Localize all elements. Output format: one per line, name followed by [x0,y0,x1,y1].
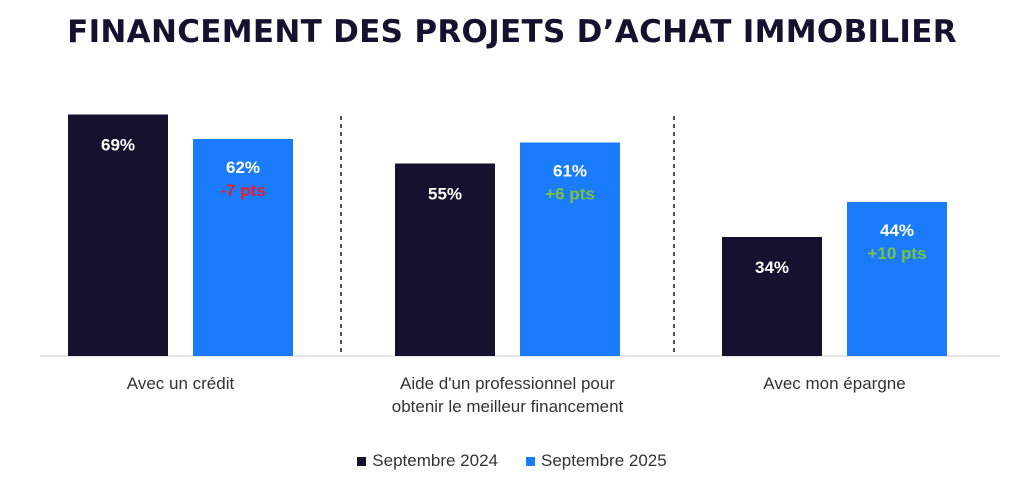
legend-label-2025: Septembre 2025 [541,451,667,470]
bar-2024-cat3[interactable] [722,237,822,356]
legend-label-2024: Septembre 2024 [372,451,498,470]
bar-delta-label: +10 pts [867,244,926,263]
category-label-3: Avec mon épargne [763,374,905,393]
bar-chart: 69% 62% -7 pts Avec un crédit 55% 61% +6 pts Ai… [40,114,1000,416]
bar-2024-cat1[interactable] [68,114,168,357]
bar-value-label: 44% [880,221,914,240]
category-label-2: obtenir le meilleur financement [392,397,624,416]
legend-item-2025[interactable]: Septembre 2025 [526,451,667,471]
bar-delta-label: +6 pts [545,185,595,204]
legend-item-2024[interactable]: Septembre 2024 [357,451,498,471]
bar-2025-cat1[interactable] [193,139,293,356]
bar-2025-cat3[interactable] [847,202,947,356]
bar-value-label: 34% [755,258,789,277]
legend-swatch-2025 [526,456,535,466]
bar-delta-label: -7 pts [220,181,265,200]
bar-value-label: 55% [428,185,462,204]
category-label-1: Avec un crédit [127,374,235,393]
bar-value-label: 69% [101,136,135,155]
legend-swatch-2024 [357,456,367,466]
bar-2024-cat2[interactable] [395,163,495,357]
bars-group: 69% 62% -7 pts Avec un crédit 55% 61% +6 pts Ai… [40,114,1000,416]
legend: Septembre 2024 Septembre 2025 [0,451,1024,471]
bar-value-label: 62% [226,158,260,177]
bar-value-label: 61% [553,162,587,181]
bar-2025-cat2[interactable] [520,142,620,357]
chart-title: FINANCEMENT DES PROJETS D’ACHAT IMMOBILI… [67,14,957,50]
category-label-2: Aide d'un professionnel pour [400,374,615,393]
